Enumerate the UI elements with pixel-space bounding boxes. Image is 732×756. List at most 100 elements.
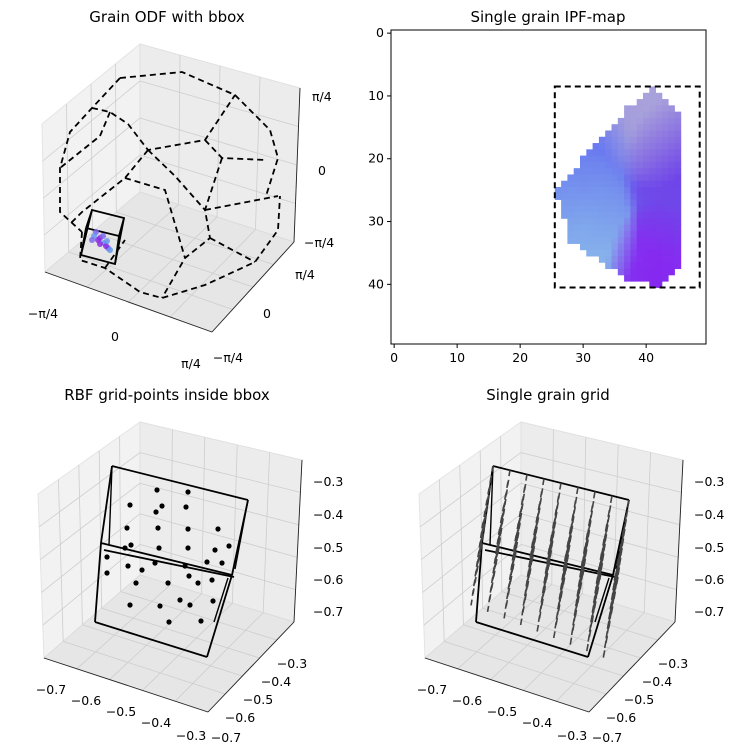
ipf-pixel: [649, 86, 656, 94]
gridline: [482, 607, 641, 659]
ipf-pixel: [617, 268, 625, 276]
ipf-pixel: [580, 187, 587, 194]
ipf-pixel: [636, 193, 644, 200]
grid-dash: [624, 519, 628, 527]
ipf-pixel: [567, 205, 575, 213]
z-tick-label: π/4: [312, 89, 332, 104]
ipf-pixel: [598, 256, 606, 263]
ipf-pixel: [643, 174, 650, 182]
ipf-pixel: [567, 187, 575, 194]
grid-dash: [584, 549, 588, 557]
ipf-pixel: [630, 130, 638, 138]
ipf-pixel: [655, 180, 663, 188]
ipf-pixel: [605, 212, 612, 219]
grid-point: [215, 526, 221, 532]
odf-boundary: [204, 195, 279, 211]
ipf-pixel: [630, 155, 638, 163]
ipf-pixel: [649, 149, 656, 156]
ipf-pixel: [580, 199, 587, 207]
ipf-pixel: [636, 237, 644, 244]
grid-dash: [541, 598, 544, 606]
ipf-pixel: [605, 161, 612, 169]
grid-dash: [472, 588, 475, 595]
cube-edge: [213, 577, 229, 623]
ipf-pixel: [561, 205, 568, 213]
cube-edge: [94, 621, 208, 658]
ipf-pixel: [605, 224, 612, 232]
ipf-pixel: [598, 193, 606, 200]
ipf-pixel: [655, 174, 663, 182]
ipf-pixel: [586, 149, 593, 156]
ipf-pixel: [655, 155, 663, 163]
grid-dash: [574, 496, 578, 504]
ipf-pixel: [573, 218, 581, 226]
gridline: [500, 436, 503, 592]
ipf-pixel: [630, 205, 638, 213]
ipf-pixel: [661, 218, 669, 226]
gridline: [421, 482, 522, 560]
ipf-pixel: [586, 199, 593, 207]
ipf-pixel: [636, 105, 644, 113]
ipf-pixel: [655, 149, 663, 156]
y-tick-label: −0.7: [211, 730, 241, 745]
gridline: [115, 63, 117, 213]
ipf-pixel: [643, 249, 650, 257]
grid-dash: [581, 568, 585, 576]
ipf-pixel: [674, 174, 682, 182]
x-tick-label: −0.6: [452, 693, 482, 708]
ipf-pixel: [661, 256, 669, 263]
ipf-pixel: [643, 155, 650, 163]
grid-dash: [553, 521, 557, 529]
ipf-pixel: [649, 268, 656, 276]
ipf-pixel: [649, 249, 656, 257]
ipf-pixel: [668, 124, 675, 131]
ipf-pixel: [636, 180, 644, 188]
grid-point: [157, 603, 163, 609]
ipf-pixel: [630, 243, 638, 251]
ipf-pixel: [592, 149, 600, 156]
grid-dash: [608, 505, 612, 513]
ipf-pixel: [661, 230, 669, 238]
grid-point: [124, 525, 130, 531]
ipf-pixel: [643, 130, 650, 138]
axes-frame: [390, 29, 707, 345]
grid-point: [104, 570, 110, 576]
x-tick-label: −0.7: [417, 682, 447, 697]
grid-dash: [592, 491, 596, 499]
cube-edge: [206, 574, 233, 658]
odf-point: [107, 247, 113, 253]
ipf-pixel: [592, 187, 600, 194]
ipf-pixel: [649, 92, 656, 100]
grid-dash: [470, 599, 473, 606]
ipf-pixel: [624, 174, 631, 182]
ipf-pixel: [567, 180, 575, 188]
ipf-pixel: [580, 243, 587, 251]
ipf-pixel: [655, 199, 663, 207]
odf-boundary: [91, 94, 236, 151]
ipf-pixel: [636, 117, 644, 125]
grid-dash: [586, 643, 589, 652]
y-tick-label: −0.3: [658, 656, 688, 671]
grid-dash: [476, 565, 479, 572]
ipf-pixel: [580, 168, 587, 175]
ipf-pixel: [649, 237, 656, 244]
grid-dash: [591, 615, 595, 623]
ipf-pixel: [598, 249, 606, 257]
cube-edge: [587, 574, 614, 658]
odf-boundary: [104, 239, 126, 269]
ipf-pixel: [674, 130, 682, 138]
ipf-pixel: [605, 218, 612, 226]
ipf-pixel: [573, 193, 581, 200]
ipf-pixel: [605, 237, 612, 244]
ipf-pixel: [630, 199, 638, 207]
ipf-pixel: [630, 218, 638, 226]
ipf-pixel: [655, 124, 663, 131]
ipf-pixel: [655, 224, 663, 232]
ipf-pixel: [643, 168, 650, 175]
ipf-pixel: [674, 143, 682, 150]
subplot-title: Single grain grid: [486, 386, 610, 404]
x-tick-label: −0.7: [36, 682, 66, 697]
grid-dash: [620, 547, 623, 556]
x-tick-label: −0.4: [522, 715, 552, 730]
ipf-pixel: [649, 161, 656, 169]
